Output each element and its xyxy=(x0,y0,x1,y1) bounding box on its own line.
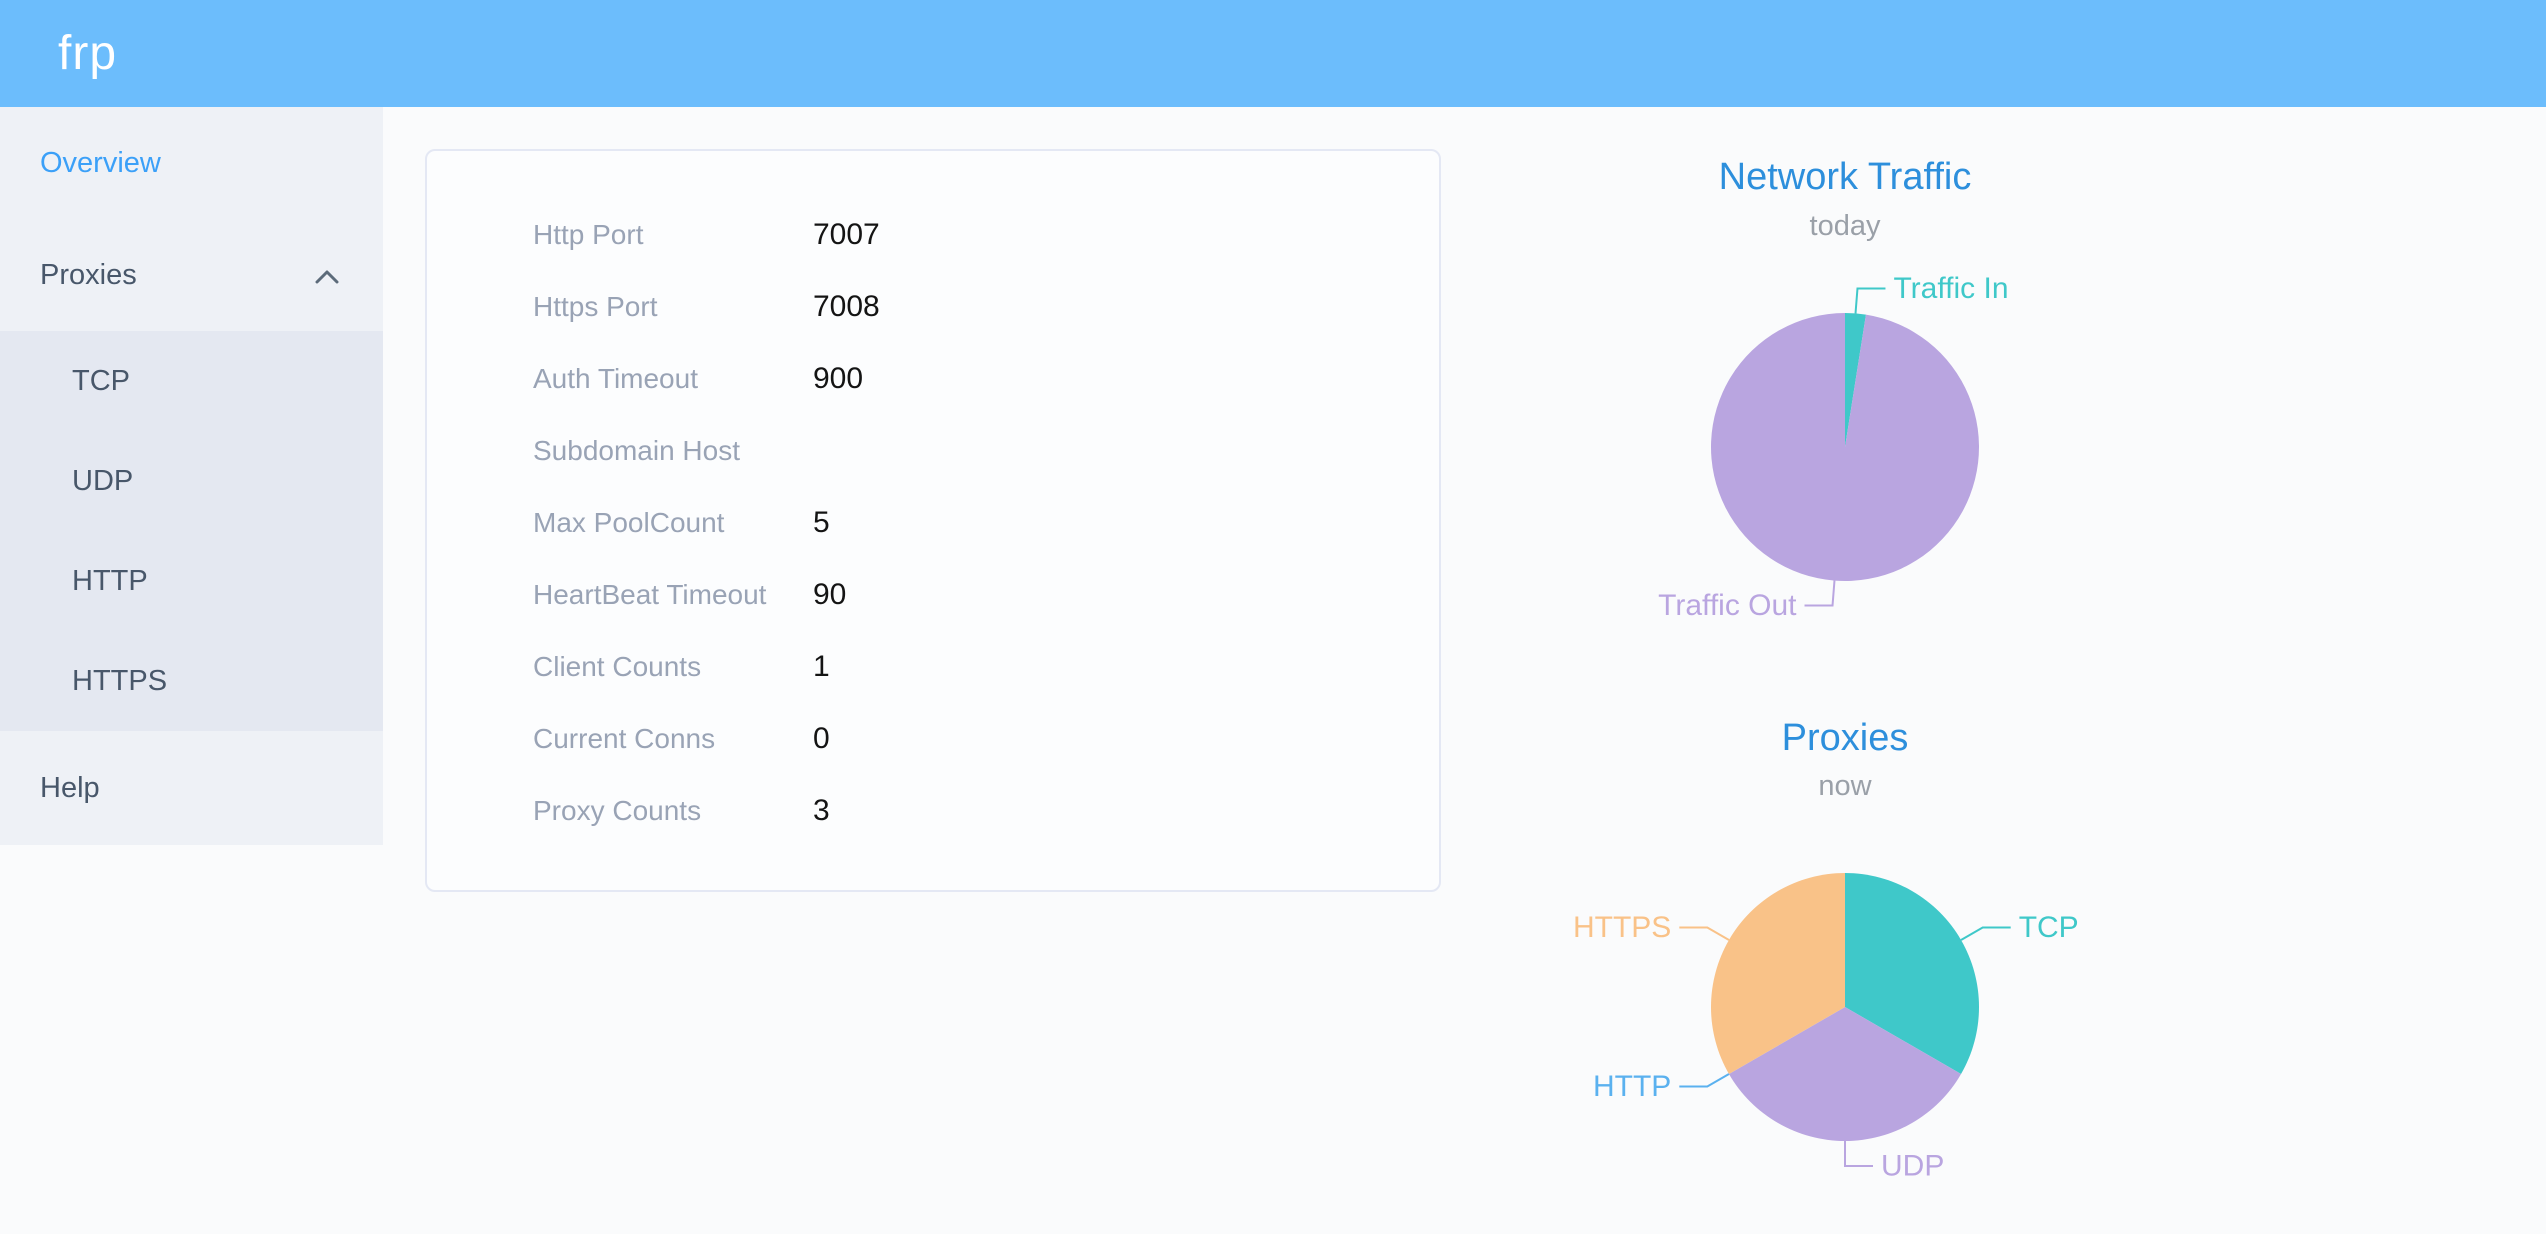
proxies-subtitle: now xyxy=(1818,770,1872,802)
server-info-row: Subdomain Host xyxy=(427,415,1439,487)
sidebar-item-https[interactable]: HTTPS xyxy=(0,631,383,731)
pie-slice-https[interactable] xyxy=(1711,873,1845,1074)
sidebar-item-proxies[interactable]: Proxies xyxy=(0,219,383,331)
pie-label-https: HTTPS xyxy=(1573,911,1671,944)
sidebar-item-label: HTTPS xyxy=(72,664,168,697)
server-info-value: 3 xyxy=(813,794,830,827)
server-info-row: Https Port 7008 xyxy=(427,271,1439,343)
app-header: frp xyxy=(0,0,2546,107)
pie-label-traffic-in: Traffic In xyxy=(1893,272,2008,305)
pie-slice-udp[interactable] xyxy=(1728,1007,1962,1141)
network-traffic-pie: Traffic In Traffic Out xyxy=(1658,272,2008,622)
pie-label-line-tcp xyxy=(1960,926,2011,941)
sidebar-item-label: HTTP xyxy=(72,564,148,597)
proxies-pie: TCP UDP HTTP HTTPS xyxy=(1573,873,2079,1183)
server-info-label: Http Port xyxy=(533,219,644,250)
server-info-card: Http Port 7007 Https Port 7008 Auth Timeout 9… xyxy=(425,149,1441,892)
pie-slice-traffic-out[interactable] xyxy=(1711,313,1979,581)
server-info-value: 1 xyxy=(813,650,830,683)
pie-slice-tcp[interactable] xyxy=(1845,873,1979,1074)
pie-label-http: HTTP xyxy=(1593,1070,1671,1103)
network-traffic-subtitle: today xyxy=(1809,210,1881,242)
server-info-value: 0 xyxy=(813,722,830,755)
server-info-value: 5 xyxy=(813,506,830,539)
server-info-row: Proxy Counts 3 xyxy=(427,775,1439,847)
sidebar-item-tcp[interactable]: TCP xyxy=(0,331,383,431)
chevron-up-icon xyxy=(315,259,339,292)
server-info-label: Https Port xyxy=(533,291,658,322)
pie-slice-traffic-in[interactable] xyxy=(1845,313,1866,447)
server-info-label: Client Counts xyxy=(533,651,702,682)
sidebar-item-label: Overview xyxy=(40,146,161,179)
pie-label-line-traffic-out xyxy=(1804,580,1836,607)
server-info-row: Http Port 7007 xyxy=(427,199,1439,271)
sidebar-item-label: UDP xyxy=(72,464,134,497)
proxies-title: Proxies xyxy=(1781,717,1909,759)
server-info-row: Client Counts 1 xyxy=(427,631,1439,703)
pie-label-udp: UDP xyxy=(1881,1150,1944,1183)
server-info-label: Auth Timeout xyxy=(533,363,698,394)
pie-label-line-https xyxy=(1679,926,1730,941)
server-info-row: HeartBeat Timeout 90 xyxy=(427,559,1439,631)
server-info-label: Subdomain Host xyxy=(533,435,741,466)
pie-label-tcp: TCP xyxy=(2019,911,2079,944)
sidebar-item-label: TCP xyxy=(72,364,130,397)
app-logo: frp xyxy=(58,27,118,80)
server-info-label: HeartBeat Timeout xyxy=(533,579,767,610)
pie-label-traffic-out: Traffic Out xyxy=(1658,589,1797,622)
sidebar-proxies-submenu: TCP UDP HTTP HTTPS xyxy=(0,331,383,731)
server-info-label: Max PoolCount xyxy=(533,507,725,538)
server-info-value: 900 xyxy=(813,362,864,395)
server-info-row: Current Conns 0 xyxy=(427,703,1439,775)
server-info-value: 7008 xyxy=(813,290,880,323)
sidebar-item-udp[interactable]: UDP xyxy=(0,431,383,531)
sidebar-item-help[interactable]: Help xyxy=(0,731,383,845)
server-info-row: Max PoolCount 5 xyxy=(427,487,1439,559)
server-info-rows: Http Port 7007 Https Port 7008 Auth Timeout 9… xyxy=(427,151,1439,847)
sidebar: Overview Proxies TCP UDP HTTP HTTPS Help xyxy=(0,107,383,845)
pie-label-line-udp xyxy=(1844,1141,1873,1167)
server-info-label: Proxy Counts xyxy=(533,795,702,826)
network-traffic-title: Network Traffic xyxy=(1718,156,1972,198)
server-info-value: 90 xyxy=(813,578,847,611)
server-info-value: 7007 xyxy=(813,218,880,251)
sidebar-item-label: Help xyxy=(40,771,100,804)
server-info-label: Current Conns xyxy=(533,723,716,754)
sidebar-item-overview[interactable]: Overview xyxy=(0,107,383,219)
pie-label-line-traffic-in xyxy=(1854,287,1886,314)
sidebar-item-label: Proxies xyxy=(40,258,137,291)
sidebar-item-http[interactable]: HTTP xyxy=(0,531,383,631)
server-info-row: Auth Timeout 900 xyxy=(427,343,1439,415)
pie-label-line-http xyxy=(1679,1073,1730,1088)
